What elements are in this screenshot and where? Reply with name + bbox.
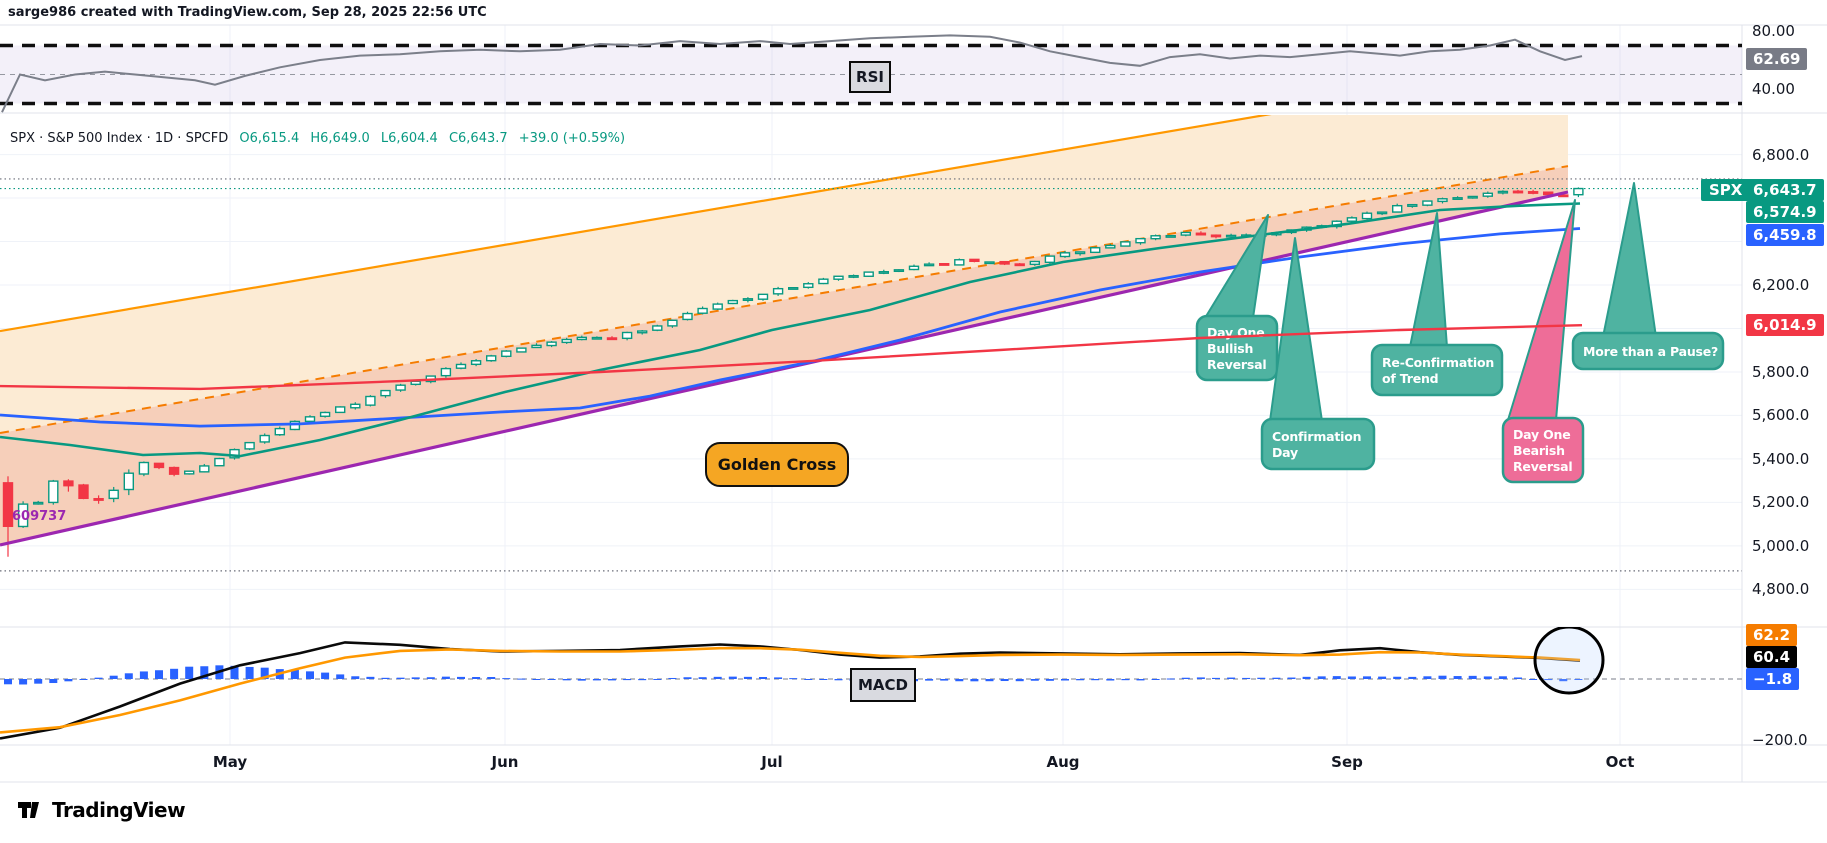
ohlc-change: +39.0 (+0.59%) (518, 131, 626, 146)
macd-pane (0, 627, 1742, 740)
teal-ma-line (0, 202, 1581, 458)
rsi-value-badge: 62.69 (1746, 48, 1808, 70)
red-ma-line (0, 324, 1583, 391)
ohlc-low: L6,604.4 (380, 131, 438, 146)
drawing-id-watermark: 609737 (12, 509, 67, 524)
time-axis-label[interactable]: Jun (491, 753, 519, 771)
rsi-axis-label: 40.00 (1752, 80, 1795, 98)
attribution-text: sarge986 created with TradingView.com, S… (8, 5, 487, 20)
ohlc-close: C6,643.7 (448, 131, 508, 146)
ohlc-high: H6,649.0 (310, 131, 370, 146)
symbol-title[interactable]: SPX · S&P 500 Index · 1D · SPCFD (10, 131, 229, 146)
callout-box (1195, 314, 1279, 382)
tradingview-logo-text: TradingView (52, 798, 186, 822)
tradingview-logo[interactable]: TradingView (18, 798, 186, 822)
price-badge: 6,643.7 (1746, 179, 1824, 201)
callout-text-1: Confirmation Day (1272, 429, 1361, 460)
time-axis-label[interactable]: Oct (1605, 753, 1635, 771)
callout-box (1501, 416, 1585, 484)
macd-cross-circle-annotation[interactable] (1533, 627, 1605, 695)
callout-text-4: More than a Pause? (1583, 344, 1718, 359)
time-axis-label[interactable]: Sep (1331, 753, 1363, 771)
callout-text-3: Day One Bearish Reversal (1513, 427, 1572, 474)
time-axis-label[interactable]: Jul (761, 753, 783, 771)
price-badge: 6,014.9 (1746, 314, 1824, 336)
price-axis-label: 6,200.0 (1752, 276, 1810, 294)
price-badge: 6,574.9 (1746, 201, 1824, 223)
price-axis-label: 5,000.0 (1752, 536, 1810, 555)
callout-text-2: Re-Confirmation of Trend (1382, 355, 1494, 386)
macd-value-badge: 62.2 (1746, 624, 1798, 646)
price-axis-label: 6,800.0 (1752, 145, 1810, 164)
callout-box (1370, 343, 1504, 397)
macd-signal-line (0, 646, 1581, 734)
price-axis-label: 5,800.0 (1752, 362, 1810, 381)
callout-box (1260, 417, 1376, 471)
symbol-tag-badge: SPX (1701, 179, 1751, 201)
blue-ma-line (0, 227, 1581, 428)
golden-cross-annotation[interactable]: Golden Cross (705, 442, 849, 487)
symbol-legend[interactable]: SPX · S&P 500 Index · 1D · SPCFD O6,615.… (10, 131, 625, 146)
macd-indicator-label: MACD (850, 668, 916, 702)
rsi-indicator-label: RSI (849, 61, 891, 93)
macd-value-badge: −1.8 (1746, 668, 1800, 690)
macd-axis-label: −200.0 (1752, 731, 1808, 749)
macd-line (0, 641, 1581, 740)
callout-pointer (1602, 182, 1657, 338)
time-axis[interactable] (0, 745, 1742, 782)
tradingview-logo-icon (18, 802, 39, 818)
time-axis-label[interactable]: May (212, 753, 248, 771)
price-axis-label: 5,200.0 (1752, 493, 1810, 512)
price-axis-label: 4,800.0 (1752, 580, 1810, 599)
callout-pointer (1409, 212, 1448, 348)
price-badge: 6,459.8 (1746, 224, 1824, 246)
ohlc-open: O6,615.4 (239, 131, 300, 146)
rsi-axis-label: 80.00 (1752, 22, 1795, 40)
price-axis-label: 5,400.0 (1752, 449, 1810, 468)
time-axis-label[interactable]: Aug (1046, 753, 1080, 771)
price-axis-label: 5,600.0 (1752, 406, 1810, 425)
callout-box (1571, 331, 1725, 371)
macd-value-badge: 60.4 (1746, 646, 1798, 668)
